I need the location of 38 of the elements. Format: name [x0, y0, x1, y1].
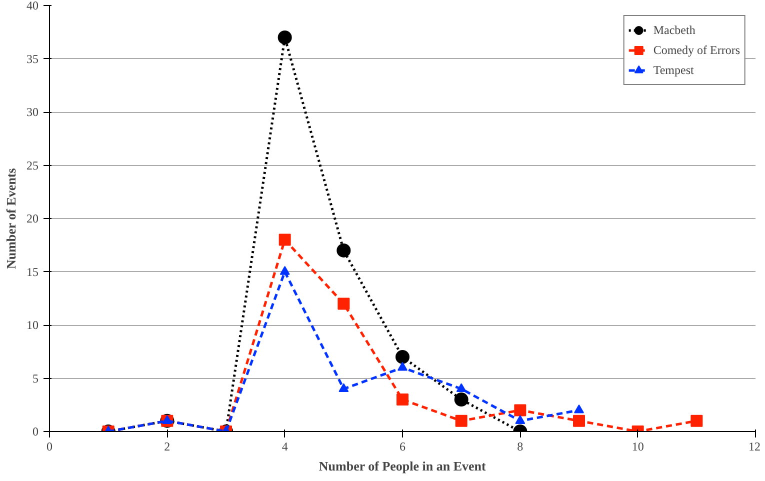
point [573, 414, 585, 427]
x-tick-label: 6 [400, 440, 406, 454]
y-tick-label: 40 [26, 0, 38, 12]
x-tick-label: 8 [517, 440, 524, 454]
point [515, 415, 526, 424]
legend-label: Comedy of Errors [653, 42, 740, 58]
point [690, 414, 703, 427]
point [336, 243, 351, 258]
x-tick-label: 0 [46, 440, 52, 454]
y-tick-label: 15 [26, 264, 38, 279]
x-tick-label: 10 [632, 440, 644, 454]
y-tick-label: 0 [32, 424, 38, 438]
point [454, 392, 468, 407]
point [396, 350, 410, 364]
legend-label: Tempest [653, 62, 694, 78]
point [338, 383, 349, 392]
point [398, 362, 408, 371]
y-tick-label: 20 [26, 212, 38, 226]
y-tick-label: 30 [26, 105, 38, 119]
x-tick-label: 2 [164, 440, 170, 454]
point [456, 383, 466, 392]
y-axis-title: Number of Events [4, 168, 18, 270]
point [278, 30, 292, 44]
point [280, 266, 290, 275]
y-tick-label: 35 [26, 52, 38, 66]
x-tick-label: 12 [748, 440, 760, 454]
x-tick-label: 4 [282, 440, 288, 454]
legend-label: Macbeth [653, 22, 696, 38]
y-tick-label: 25 [26, 158, 38, 172]
point [455, 414, 468, 427]
point [514, 404, 526, 416]
point [574, 404, 584, 414]
point [396, 394, 408, 406]
x-axis-title: Number of People in an Event [318, 458, 487, 474]
point [338, 298, 350, 310]
y-tick-label: 5 [32, 371, 38, 386]
point [278, 234, 291, 246]
y-tick-label: 10 [26, 318, 38, 332]
